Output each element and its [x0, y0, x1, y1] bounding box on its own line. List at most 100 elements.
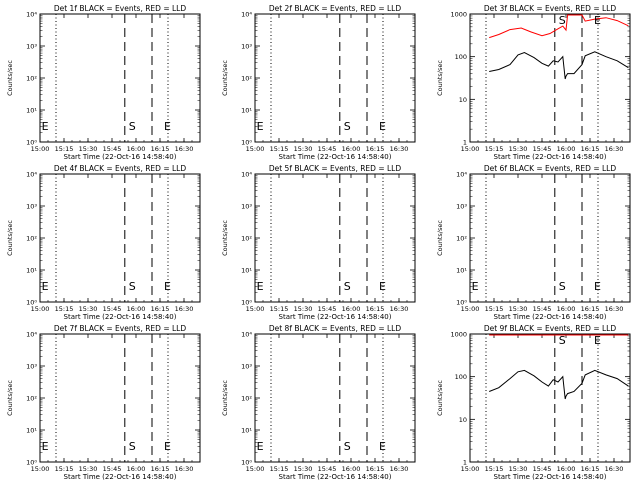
marker-s: S — [559, 14, 566, 27]
x-tick-label: 16:15 — [151, 465, 170, 473]
x-tick-label: 15:30 — [79, 145, 98, 153]
x-tick-label: 15:45 — [533, 145, 552, 153]
panel-title: Det 1f BLACK = Events, RED = LLD — [54, 4, 187, 13]
panel-title: Det 6f BLACK = Events, RED = LLD — [484, 164, 617, 173]
x-tick-label: 16:00 — [127, 145, 146, 153]
marker-e: E — [257, 280, 264, 293]
marker-e: E — [164, 440, 171, 453]
y-tick-label: 10⁰ — [26, 139, 37, 147]
y-tick-label: 10² — [26, 235, 37, 243]
x-tick-label: 16:30 — [390, 145, 409, 153]
plot-frame — [469, 333, 631, 463]
x-tick-label: 15:15 — [55, 465, 74, 473]
y-axis-label: Counts/sec — [436, 60, 444, 96]
y-tick-label: 1 — [463, 139, 467, 147]
y-tick-label: 10¹ — [241, 107, 252, 115]
plot-frame — [39, 333, 201, 463]
y-tick-label: 10² — [241, 395, 252, 403]
x-axis-label: Start Time (22-Oct-16 14:58:40) — [494, 313, 607, 321]
marker-e: E — [379, 440, 386, 453]
marker-e: E — [472, 280, 479, 293]
plot-frame — [254, 333, 416, 463]
marker-e: E — [257, 440, 264, 453]
y-tick-label: 10⁴ — [26, 171, 37, 179]
x-tick-label: 16:15 — [151, 305, 170, 313]
x-tick-label: 15:15 — [485, 305, 504, 313]
x-tick-label: 16:30 — [605, 465, 624, 473]
y-axis-label: Counts/sec — [6, 380, 14, 416]
marker-s: S — [129, 440, 136, 453]
x-tick-label: 16:30 — [390, 305, 409, 313]
marker-s: S — [129, 120, 136, 133]
y-tick-label: 10² — [26, 395, 37, 403]
x-tick-label: 15:15 — [55, 145, 74, 153]
y-tick-label: 10⁴ — [456, 171, 467, 179]
x-tick-label: 15:15 — [485, 145, 504, 153]
y-axis-label: Counts/sec — [221, 60, 229, 96]
y-tick-label: 10⁰ — [26, 299, 37, 307]
marker-e: E — [257, 120, 264, 133]
y-tick-label: 10⁴ — [26, 331, 37, 339]
x-axis-label: Start Time (22-Oct-16 14:58:40) — [64, 473, 177, 480]
x-tick-label: 15:15 — [55, 305, 74, 313]
y-tick-label: 10⁰ — [241, 299, 252, 307]
panel-title: Det 2f BLACK = Events, RED = LLD — [269, 4, 402, 13]
x-tick-label: 15:30 — [509, 145, 528, 153]
plot-frame — [39, 173, 201, 303]
detector-panel-5: Det 5f BLACK = Events, RED = LLD 15:00 15:… — [221, 164, 416, 321]
x-tick-label: 15:45 — [103, 145, 122, 153]
x-tick-label: 15:45 — [318, 465, 337, 473]
y-tick-label: 10³ — [241, 363, 252, 371]
x-tick-label: 15:30 — [79, 465, 98, 473]
panel-title: Det 7f BLACK = Events, RED = LLD — [54, 324, 187, 333]
x-tick-label: 15:15 — [270, 305, 289, 313]
events-rate-line — [489, 51, 629, 80]
y-tick-label: 10¹ — [26, 427, 37, 435]
x-tick-label: 15:45 — [103, 465, 122, 473]
lld-rate-line — [489, 14, 629, 39]
detector-panel-4: Det 4f BLACK = Events, RED = LLD 15:00 15:… — [6, 164, 201, 321]
marker-s: S — [559, 280, 566, 293]
y-tick-label: 10² — [456, 235, 467, 243]
x-axis-label: Start Time (22-Oct-16 14:58:40) — [494, 473, 607, 480]
y-tick-label: 10³ — [241, 43, 252, 51]
x-tick-label: 16:00 — [342, 465, 361, 473]
x-tick-label: 15:45 — [103, 305, 122, 313]
y-tick-label: 10⁰ — [241, 459, 252, 467]
x-tick-label: 15:00 — [246, 305, 265, 313]
detector-panel-2: Det 2f BLACK = Events, RED = LLD 15:00 15:… — [221, 4, 416, 161]
x-axis-label: Start Time (22-Oct-16 14:58:40) — [494, 153, 607, 161]
x-tick-label: 15:00 — [461, 305, 480, 313]
marker-s: S — [559, 334, 566, 347]
x-tick-label: 15:00 — [31, 305, 50, 313]
y-tick-label: 10⁰ — [26, 459, 37, 467]
panel-title: Det 3f BLACK = Events, RED = LLD — [484, 4, 617, 13]
x-tick-label: 16:30 — [175, 465, 194, 473]
marker-s: S — [344, 440, 351, 453]
y-tick-label: 10⁰ — [456, 299, 467, 307]
y-tick-label: 10² — [241, 75, 252, 83]
x-tick-label: 16:15 — [366, 465, 385, 473]
y-tick-label: 10⁴ — [241, 11, 252, 19]
x-tick-label: 16:00 — [557, 145, 576, 153]
x-tick-label: 16:00 — [557, 465, 576, 473]
x-tick-label: 15:15 — [270, 465, 289, 473]
x-tick-label: 15:45 — [533, 465, 552, 473]
marker-e: E — [42, 280, 49, 293]
detector-panel-8: Det 8f BLACK = Events, RED = LLD 15:00 15:… — [221, 324, 416, 480]
x-tick-label: 16:15 — [581, 145, 600, 153]
y-axis-label: Counts/sec — [436, 220, 444, 256]
marker-s: S — [344, 120, 351, 133]
y-tick-label: 10⁴ — [241, 171, 252, 179]
x-tick-label: 16:00 — [342, 145, 361, 153]
x-tick-label: 15:30 — [509, 465, 528, 473]
y-tick-label: 10¹ — [26, 107, 37, 115]
y-tick-label: 10¹ — [241, 267, 252, 275]
detector-panel-1: Det 1f BLACK = Events, RED = LLD 15:00 15:… — [6, 4, 201, 161]
x-tick-label: 15:00 — [461, 465, 480, 473]
panel-title: Det 5f BLACK = Events, RED = LLD — [269, 164, 402, 173]
x-tick-label: 15:00 — [461, 145, 480, 153]
marker-s: S — [129, 280, 136, 293]
y-tick-label: 100 — [455, 53, 467, 61]
marker-e: E — [164, 280, 171, 293]
